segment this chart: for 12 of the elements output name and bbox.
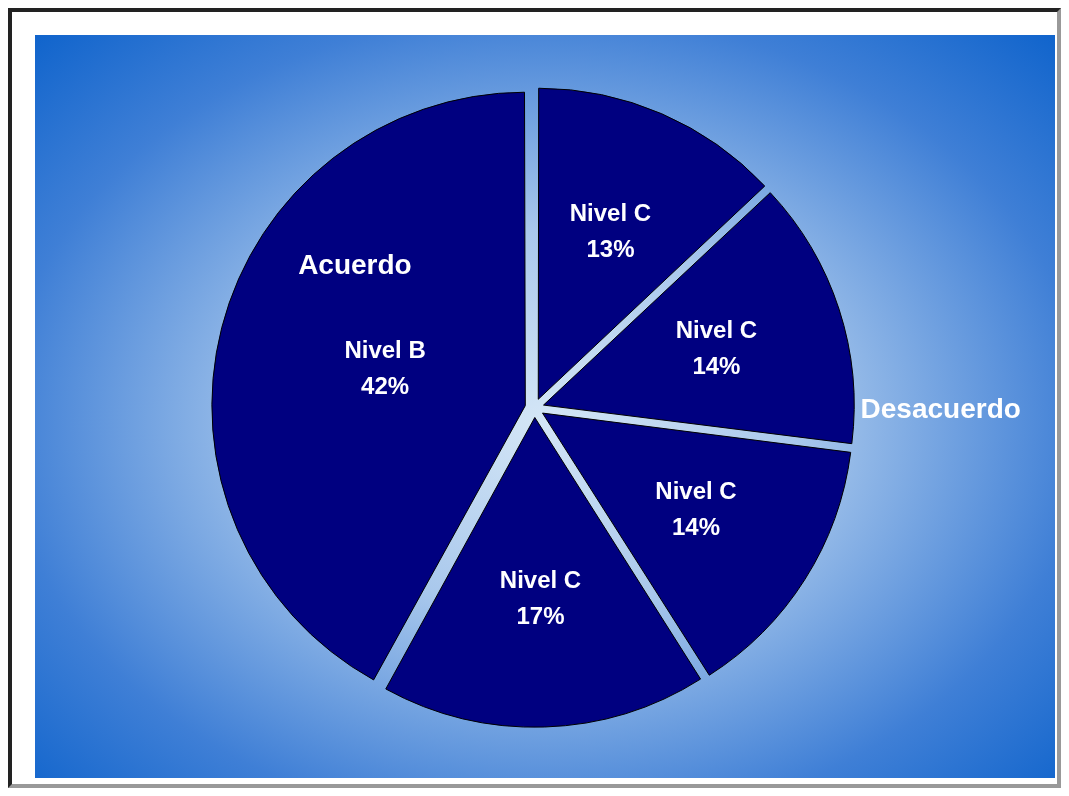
slice-label: Nivel C	[569, 199, 652, 227]
data-label: 42%	[361, 372, 410, 400]
data-label: 13%	[586, 235, 635, 263]
slice-label: Nivel C	[655, 477, 737, 505]
data-label: 14%	[692, 351, 741, 379]
text: Desacuerdo	[860, 393, 1021, 425]
data-label: 17%	[516, 601, 565, 629]
slice-label: Nivel B	[344, 336, 426, 364]
data-label: 14%	[671, 513, 721, 541]
text: Acuerdo	[298, 249, 412, 281]
slice-label: Nivel C	[499, 565, 582, 593]
slice-label: Nivel C	[675, 315, 758, 343]
